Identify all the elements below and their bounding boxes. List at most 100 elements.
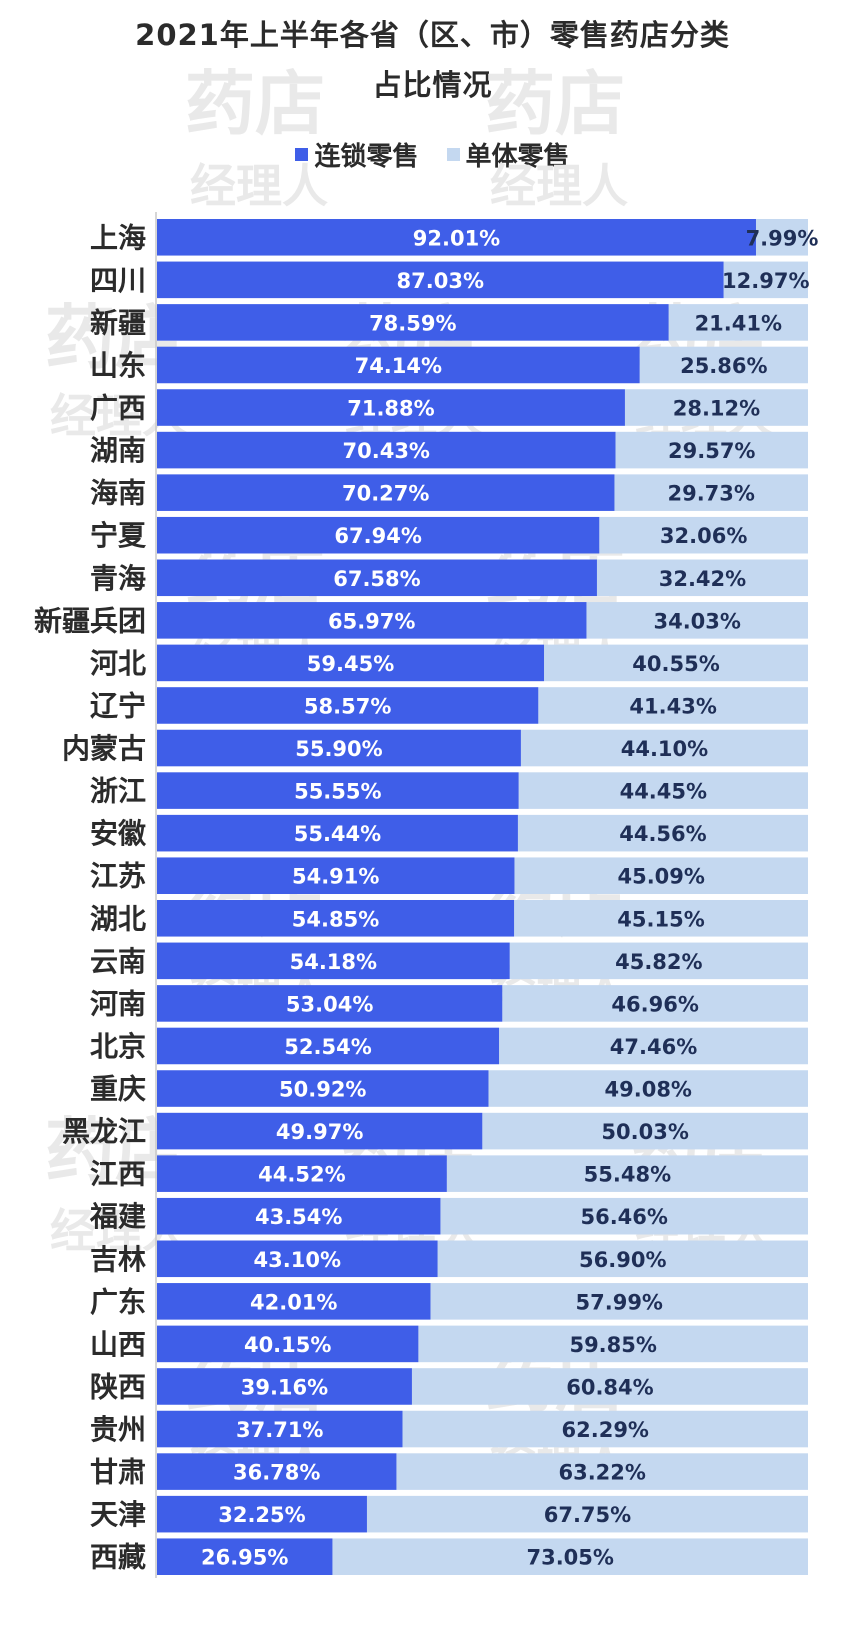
bar-single — [614, 474, 808, 511]
data-label-single: 25.86% — [680, 354, 767, 378]
data-label-single: 55.48% — [584, 1163, 671, 1187]
data-label-single: 12.97% — [722, 269, 809, 293]
category-label: 西藏 — [90, 1541, 146, 1574]
category-label: 湖北 — [90, 902, 146, 935]
data-label-single: 47.46% — [610, 1035, 697, 1059]
bar-single — [755, 219, 808, 256]
data-label-chain: 32.25% — [218, 1503, 305, 1527]
category-label: 江苏 — [90, 860, 146, 893]
category-label: 山西 — [90, 1328, 146, 1361]
bar-single — [596, 559, 808, 597]
bar-chain — [157, 431, 616, 469]
data-label-chain: 36.78% — [233, 1461, 320, 1485]
data-label-chain: 71.88% — [347, 397, 434, 421]
category-label: 内蒙古 — [62, 732, 146, 765]
bar-chain — [157, 602, 587, 639]
bar-chain — [157, 1325, 419, 1363]
category-label: 广东 — [90, 1285, 146, 1318]
data-label-single: 62.29% — [562, 1418, 649, 1442]
category-label: 黑龙江 — [62, 1115, 146, 1148]
data-label-single: 34.03% — [653, 609, 740, 633]
data-label-chain: 59.45% — [307, 652, 394, 676]
category-label: 江西 — [90, 1158, 146, 1191]
data-label-chain: 65.97% — [328, 609, 415, 633]
data-label-single: 56.46% — [580, 1205, 667, 1229]
data-label-chain: 43.10% — [254, 1248, 341, 1272]
data-label-chain: 53.04% — [286, 992, 373, 1016]
data-label-chain: 44.52% — [258, 1163, 345, 1187]
bar-single — [488, 1070, 808, 1107]
category-label: 山东 — [90, 349, 146, 382]
bar-chain — [157, 389, 625, 426]
data-label-single: 46.96% — [611, 992, 698, 1016]
category-label: 青海 — [90, 562, 146, 595]
data-label-single: 44.45% — [620, 780, 707, 804]
bar-chain — [157, 687, 539, 724]
data-label-chain: 55.44% — [294, 822, 381, 846]
data-label-single: 45.15% — [617, 907, 704, 931]
data-label-chain: 67.58% — [333, 567, 420, 591]
bar-chain — [157, 1155, 447, 1192]
data-label-chain: 40.15% — [244, 1333, 331, 1357]
bar-chain — [157, 474, 615, 511]
data-label-chain: 87.03% — [397, 269, 484, 293]
category-label: 海南 — [90, 477, 146, 510]
data-label-single: 45.82% — [615, 950, 702, 974]
bar-single — [544, 644, 808, 682]
data-label-chain: 92.01% — [413, 226, 500, 250]
category-label: 辽宁 — [90, 689, 146, 722]
bar-single — [366, 1495, 808, 1533]
bar-single — [639, 346, 808, 384]
data-label-chain: 70.27% — [342, 482, 429, 506]
bar-chain — [157, 1368, 412, 1405]
bar-single — [518, 772, 808, 809]
data-label-chain: 67.94% — [334, 524, 421, 548]
data-label-single: 29.73% — [667, 482, 754, 506]
data-label-single: 32.42% — [659, 567, 746, 591]
bar-chain — [157, 346, 640, 384]
data-label-single: 7.99% — [746, 226, 819, 250]
bar-single — [332, 1538, 808, 1575]
data-label-single: 29.57% — [668, 439, 755, 463]
bar-chain — [157, 516, 600, 554]
bar-single — [437, 1240, 808, 1278]
data-label-chain: 58.57% — [304, 694, 391, 718]
bar-chain — [157, 1027, 500, 1065]
data-label-chain: 26.95% — [201, 1546, 288, 1570]
bar-single — [514, 857, 808, 894]
category-label: 福建 — [89, 1200, 146, 1233]
data-label-chain: 43.54% — [255, 1205, 342, 1229]
category-label: 河北 — [90, 647, 146, 680]
data-label-chain: 74.14% — [355, 354, 442, 378]
bar-single — [538, 687, 808, 724]
bar-chain — [157, 261, 724, 299]
data-label-chain: 50.92% — [279, 1078, 366, 1102]
category-label: 北京 — [90, 1030, 146, 1063]
category-label: 云南 — [90, 945, 146, 978]
bar-single — [509, 942, 808, 980]
category-label: 广西 — [90, 392, 146, 425]
bar-single — [446, 1155, 808, 1192]
bar-chain — [157, 814, 518, 852]
category-label: 重庆 — [90, 1073, 146, 1106]
legend-swatch-single — [446, 148, 460, 161]
data-label-chain: 54.18% — [290, 950, 377, 974]
data-label-chain: 70.43% — [343, 439, 430, 463]
bar-single — [624, 389, 808, 426]
bar-chain — [157, 219, 756, 256]
data-label-single: 50.03% — [601, 1120, 688, 1144]
legend-swatch-chain — [295, 148, 309, 161]
bar-single — [430, 1283, 808, 1320]
category-label: 陕西 — [90, 1370, 146, 1403]
category-label: 吉林 — [90, 1243, 146, 1276]
bar-chain — [157, 559, 597, 597]
bar-chain — [157, 942, 510, 980]
bar-single — [499, 1027, 808, 1065]
data-label-chain: 52.54% — [284, 1035, 371, 1059]
category-label: 四川 — [90, 264, 146, 297]
data-label-chain: 37.71% — [236, 1418, 323, 1442]
data-label-single: 32.06% — [660, 524, 747, 548]
bar-single — [517, 814, 808, 852]
bar-chain — [157, 857, 515, 894]
bar-chain — [157, 729, 521, 767]
